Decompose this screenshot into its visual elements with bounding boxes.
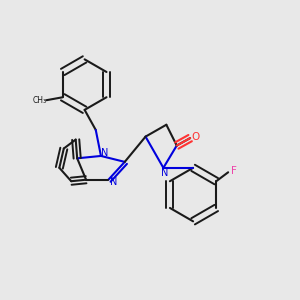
Text: F: F — [231, 167, 236, 176]
Text: CH₃: CH₃ — [33, 96, 47, 105]
Text: N: N — [161, 168, 169, 178]
Text: O: O — [191, 132, 200, 142]
Text: N: N — [110, 177, 117, 187]
Text: N: N — [101, 148, 108, 158]
